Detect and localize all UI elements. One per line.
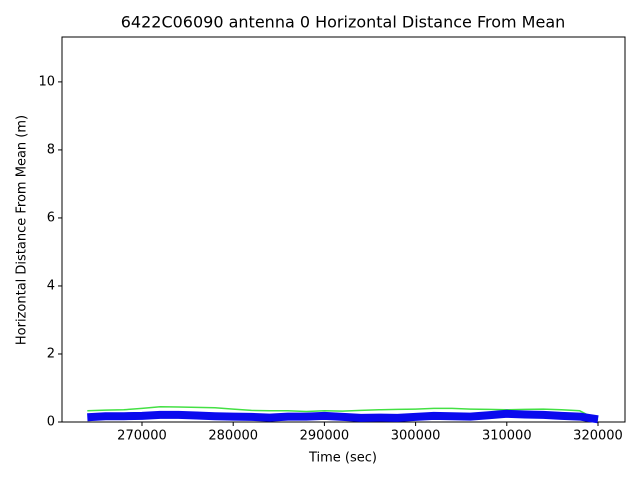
series-line [87,405,599,421]
y-tick-label: 2 [47,346,55,361]
y-tick-label: 8 [47,142,55,157]
y-tick-label: 6 [47,210,55,225]
x-tick-label: 290000 [300,429,350,444]
y-tick-label: 0 [47,415,55,430]
series-line [87,409,599,424]
x-tick-label: 310000 [482,429,532,444]
chart-title: 6422C06090 antenna 0 Horizontal Distance… [121,13,566,32]
y-axis-label: Horizontal Distance From Mean (m) [15,115,30,345]
x-tick-label: 270000 [117,429,167,444]
x-tick-label: 320000 [573,429,623,444]
y-tick-label: 4 [47,278,55,293]
x-tick-label: 280000 [208,429,258,444]
x-tick-label: 300000 [391,429,441,444]
plot-frame [61,36,626,423]
x-axis-label: Time (sec) [308,451,377,466]
y-tick-label: 10 [38,74,55,89]
